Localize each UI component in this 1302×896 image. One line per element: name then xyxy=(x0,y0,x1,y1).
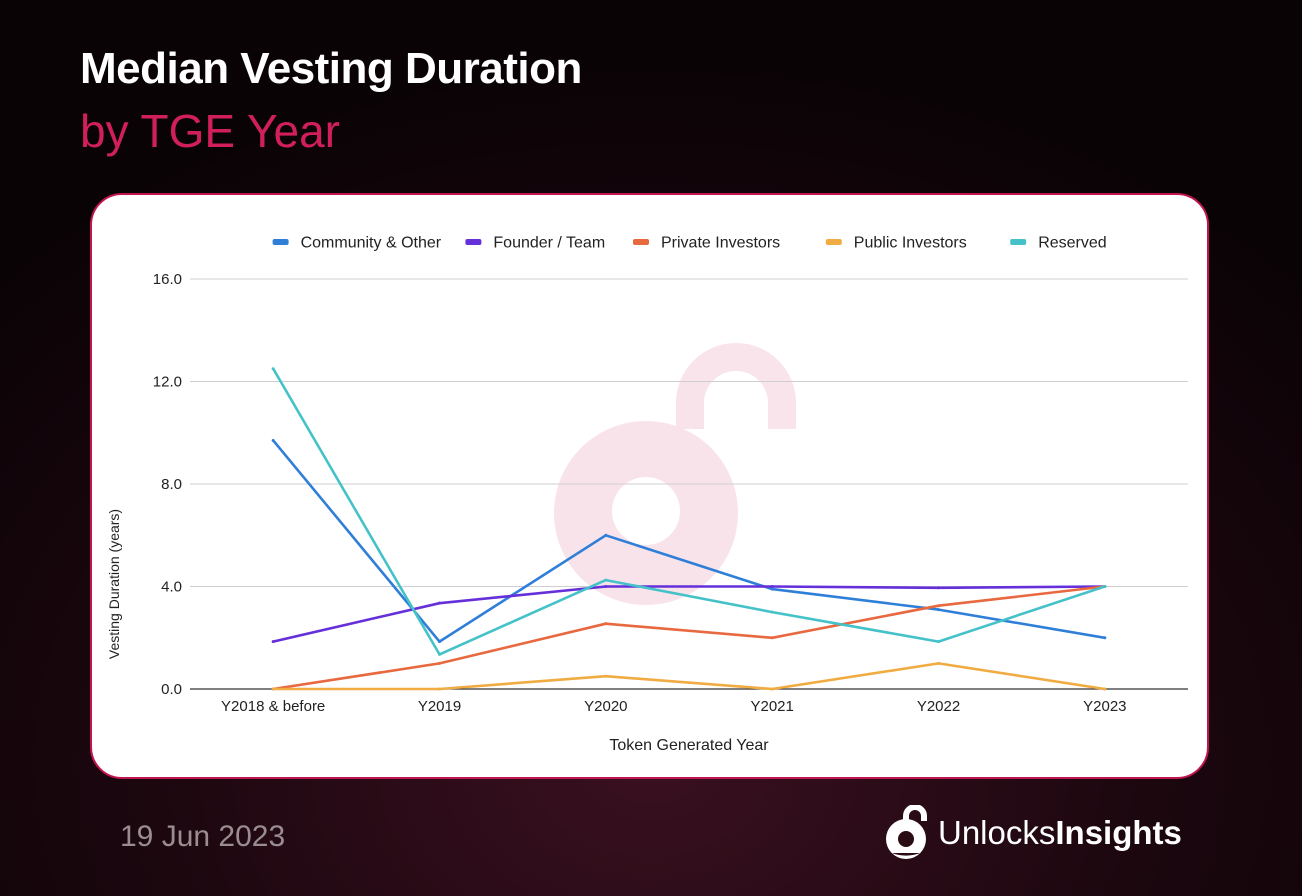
y-tick-label: 12.0 xyxy=(153,374,182,391)
data-point xyxy=(438,601,441,605)
data-point xyxy=(604,674,608,678)
data-point xyxy=(770,587,774,591)
x-tick-label: Y2021 xyxy=(750,698,793,715)
lock-icon xyxy=(886,805,927,859)
data-point xyxy=(1103,585,1107,588)
legend-label: Community & Other xyxy=(301,235,442,252)
data-point xyxy=(770,687,774,691)
data-point xyxy=(271,640,275,644)
series-line-private-investors xyxy=(271,585,1107,691)
data-point xyxy=(770,585,774,588)
data-point xyxy=(937,661,940,665)
data-point xyxy=(1103,636,1107,640)
x-tick-label: Y2020 xyxy=(584,698,627,715)
legend-item: Community & Other xyxy=(272,235,442,252)
data-point xyxy=(770,636,774,640)
data-point xyxy=(770,610,774,614)
x-tick-label: Y2022 xyxy=(917,698,960,715)
page-subtitle: by TGE Year xyxy=(80,105,340,157)
y-tick-label: 16.0 xyxy=(153,271,182,288)
data-point xyxy=(271,367,275,371)
legend-swatch xyxy=(825,239,842,245)
series-line-public-investors xyxy=(271,662,1107,691)
y-tick-label: 4.0 xyxy=(161,579,182,596)
y-axis-label: Vesting Duration (years) xyxy=(106,509,122,659)
series-line-reserved xyxy=(271,367,1107,656)
legend-item: Founder / Team xyxy=(465,235,605,252)
data-point xyxy=(271,687,275,691)
y-tick-label: 0.0 xyxy=(161,681,182,698)
report-date: 19 Jun 2023 xyxy=(120,820,286,853)
data-point xyxy=(1103,687,1107,691)
legend-swatch xyxy=(1010,239,1027,245)
data-point xyxy=(937,586,940,590)
x-axis-label: Token Generated Year xyxy=(609,737,769,754)
legend-item: Public Investors xyxy=(825,235,967,252)
legend-swatch xyxy=(633,239,649,245)
chart-card: 0.0 4.0 8.0 12.0 16.0 Y2018 & before Y2019 Y20… xyxy=(90,193,1209,779)
legend-item: Reserved xyxy=(1010,235,1107,252)
data-point xyxy=(438,640,441,644)
legend-item: Private Investors xyxy=(633,235,780,252)
legend-swatch xyxy=(272,239,289,245)
brand-name: UnlocksInsights xyxy=(938,814,1182,851)
data-point xyxy=(438,687,441,691)
data-point xyxy=(271,438,275,442)
brand-logo: UnlocksInsights xyxy=(884,805,1182,861)
series-line-founder-team xyxy=(271,585,1107,643)
page-title: Median Vesting Duration xyxy=(80,44,582,93)
legend-label: Private Investors xyxy=(661,235,780,252)
data-point xyxy=(604,578,608,582)
data-point xyxy=(604,622,608,626)
legend-label: Public Investors xyxy=(854,235,967,252)
x-tick-label: Y2023 xyxy=(1083,698,1126,715)
data-point xyxy=(937,604,940,608)
legend-label: Founder / Team xyxy=(493,235,605,252)
data-point xyxy=(438,652,441,656)
legend-swatch xyxy=(465,239,482,245)
watermark-lock-icon xyxy=(554,343,796,605)
data-point xyxy=(604,533,608,537)
data-point xyxy=(937,608,940,612)
y-tick-label: 8.0 xyxy=(161,476,182,493)
line-chart: 0.0 4.0 8.0 12.0 16.0 Y2018 & before Y2019 Y20… xyxy=(106,235,1188,754)
x-tick-label: Y2018 & before xyxy=(221,698,325,715)
data-point xyxy=(438,661,441,665)
x-tick-label: Y2019 xyxy=(418,698,461,715)
data-point xyxy=(937,640,940,644)
legend-label: Reserved xyxy=(1038,235,1106,252)
data-point xyxy=(604,585,608,588)
